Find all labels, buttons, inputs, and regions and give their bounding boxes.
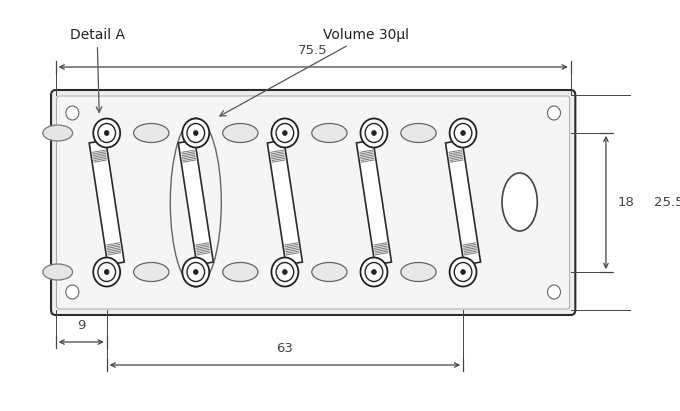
Circle shape [93, 258, 120, 286]
Circle shape [182, 258, 209, 286]
Circle shape [461, 131, 465, 136]
Circle shape [98, 123, 116, 143]
Circle shape [271, 258, 299, 286]
Circle shape [283, 131, 287, 136]
Polygon shape [356, 140, 392, 265]
Circle shape [454, 263, 472, 282]
Text: 25.5: 25.5 [654, 196, 680, 209]
Circle shape [187, 263, 205, 282]
Circle shape [365, 123, 383, 143]
Ellipse shape [223, 123, 258, 143]
Circle shape [66, 106, 79, 120]
Circle shape [360, 118, 388, 148]
Text: 63: 63 [277, 342, 293, 355]
Text: Detail A: Detail A [69, 28, 124, 112]
Polygon shape [445, 140, 481, 265]
Circle shape [194, 131, 198, 136]
Circle shape [454, 123, 472, 143]
Circle shape [276, 123, 294, 143]
Text: 75.5: 75.5 [299, 44, 328, 57]
Circle shape [98, 263, 116, 282]
Ellipse shape [134, 263, 169, 282]
Circle shape [449, 118, 477, 148]
Ellipse shape [43, 264, 73, 280]
Ellipse shape [223, 263, 258, 282]
Circle shape [283, 270, 287, 275]
Circle shape [105, 131, 109, 136]
Ellipse shape [401, 263, 436, 282]
Circle shape [461, 270, 465, 275]
Circle shape [449, 258, 477, 286]
Text: 9: 9 [77, 319, 86, 332]
Ellipse shape [312, 263, 347, 282]
Circle shape [182, 118, 209, 148]
Circle shape [271, 118, 299, 148]
Ellipse shape [134, 123, 169, 143]
Circle shape [372, 131, 376, 136]
Ellipse shape [502, 173, 537, 231]
Text: Volume 30μl: Volume 30μl [220, 28, 409, 116]
Circle shape [187, 123, 205, 143]
Ellipse shape [312, 123, 347, 143]
Circle shape [276, 263, 294, 282]
FancyBboxPatch shape [51, 90, 575, 315]
Circle shape [372, 270, 376, 275]
Circle shape [360, 258, 388, 286]
Ellipse shape [401, 123, 436, 143]
Circle shape [105, 270, 109, 275]
Circle shape [66, 285, 79, 299]
Polygon shape [267, 140, 303, 265]
Circle shape [547, 106, 560, 120]
FancyBboxPatch shape [56, 96, 570, 309]
Circle shape [194, 270, 198, 275]
Circle shape [365, 263, 383, 282]
Circle shape [93, 118, 120, 148]
Ellipse shape [43, 125, 73, 141]
Polygon shape [178, 140, 214, 265]
Polygon shape [89, 140, 124, 265]
Text: 18: 18 [617, 196, 634, 209]
Circle shape [547, 285, 560, 299]
